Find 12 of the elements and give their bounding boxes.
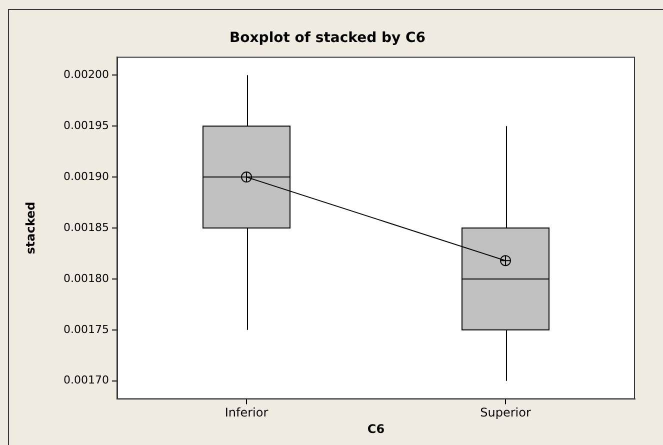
y-tick-label: 0.00195 [64,118,109,132]
x-tick-label: Superior [480,406,531,420]
y-tick-label: 0.00170 [64,374,109,387]
y-tick-label: 0.00185 [64,220,109,234]
y-axis-title: stacked [23,202,38,254]
y-tick-label: 0.00180 [64,272,109,285]
x-axis-title: C6 [367,422,385,436]
y-tick-label: 0.00200 [64,68,109,81]
chart-title: Boxplot of stacked by C6 [229,30,426,46]
y-tick-label: 0.00190 [64,170,109,183]
y-tick-label: 0.00175 [64,322,109,336]
x-tick-label: Inferior [224,406,268,420]
